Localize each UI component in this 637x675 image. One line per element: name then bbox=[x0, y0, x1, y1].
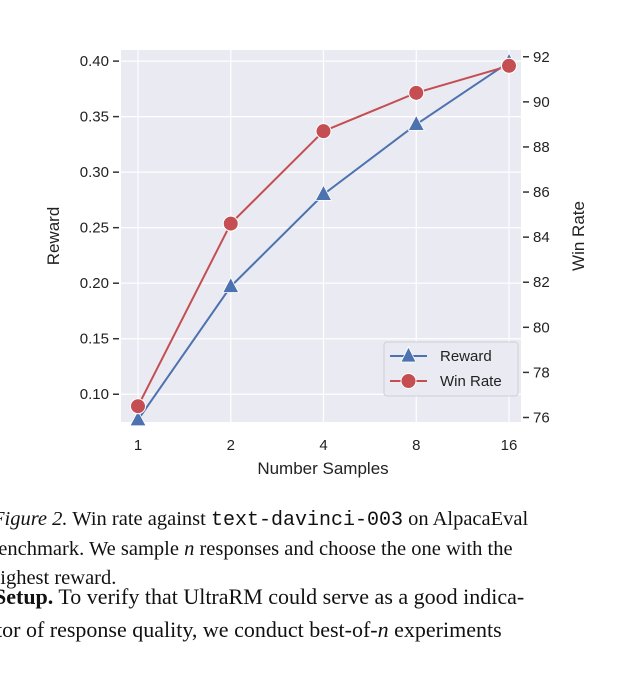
caption-code: text-davinci-003 bbox=[210, 509, 403, 532]
y-axis-right-label: Win Rate bbox=[569, 201, 588, 271]
y-tick-label: 0.20 bbox=[80, 275, 109, 292]
y-axis-label: Reward bbox=[44, 207, 63, 266]
y-right-tick-label: 88 bbox=[533, 139, 550, 156]
caption-label: Figure 2. bbox=[0, 508, 68, 530]
y-right-tick-label: 90 bbox=[533, 94, 550, 111]
paragraph-heading: Setup. bbox=[0, 584, 54, 609]
y-right-tick-label: 80 bbox=[533, 319, 550, 336]
legend: Reward Win Rate bbox=[383, 341, 519, 397]
chart: 1 2 4 8 16 0.10 0.15 0.20 0.25 0.30 0.35 0.40 76 78 80… bbox=[44, 49, 588, 478]
win-rate-point bbox=[408, 84, 425, 101]
series-lines bbox=[129, 52, 518, 427]
x-tick-label: 1 bbox=[134, 437, 142, 454]
y-right-tick-label: 86 bbox=[533, 184, 550, 201]
win-rate-point bbox=[222, 215, 239, 232]
y-tick-label: 0.40 bbox=[80, 53, 109, 70]
figure-caption: Figure 2. Win rate against text-davinci-… bbox=[0, 505, 637, 593]
x-axis-label: Number Samples bbox=[257, 459, 388, 478]
win-rate-point bbox=[501, 57, 517, 74]
caption-text: on AlpacaEval bbox=[402, 508, 529, 530]
caption-text: responses and choose the one with the bbox=[194, 538, 513, 560]
y-right-tick-label: 82 bbox=[533, 274, 550, 291]
reward-point bbox=[129, 409, 147, 427]
caption-var: n bbox=[184, 538, 195, 560]
setup-paragraph: Setup. To verify that UltraRM could serv… bbox=[0, 580, 637, 646]
paragraph-text: tor of response quality, we conduct best… bbox=[0, 617, 378, 642]
x-tick-label: 2 bbox=[227, 437, 235, 454]
caption-text: Win rate against bbox=[67, 508, 211, 530]
y-right-tick-label: 76 bbox=[533, 409, 550, 426]
win-rate-point bbox=[130, 398, 146, 415]
y-tick-label: 0.25 bbox=[80, 220, 109, 237]
paragraph-text: To verify that UltraRM could serve as a … bbox=[53, 584, 525, 609]
y-right-tick-label: 84 bbox=[533, 229, 550, 246]
y-tick-label: 0.15 bbox=[80, 331, 109, 348]
y-tick-label: 0.35 bbox=[80, 109, 109, 126]
reward-point bbox=[407, 114, 425, 131]
legend-triangle-icon bbox=[400, 346, 417, 363]
x-tick-label: 8 bbox=[412, 437, 420, 454]
paragraph-text: experiments bbox=[388, 617, 502, 642]
legend-label-reward: Reward bbox=[440, 348, 492, 365]
reward-point bbox=[314, 184, 333, 201]
legend-circle-icon bbox=[400, 373, 417, 389]
y-right-tick-label: 92 bbox=[533, 49, 550, 66]
x-tick-label: 16 bbox=[501, 437, 518, 454]
win-rate-point bbox=[315, 123, 332, 140]
y-tick-label: 0.10 bbox=[80, 386, 109, 403]
reward-point bbox=[222, 276, 240, 293]
caption-text: highest reward. bbox=[0, 567, 117, 589]
x-tick-label: 4 bbox=[319, 437, 327, 454]
grid bbox=[121, 50, 521, 422]
caption-text: benchmark. We sample bbox=[0, 538, 185, 560]
ticks: 1 2 4 8 16 0.10 0.15 0.20 0.25 0.30 0.35 0.40 76 78 80… bbox=[80, 49, 550, 454]
y-tick-label: 0.30 bbox=[80, 164, 109, 181]
legend-label-win-rate: Win Rate bbox=[440, 373, 502, 390]
y-right-tick-label: 78 bbox=[533, 364, 550, 381]
paragraph-var: n bbox=[377, 617, 389, 642]
